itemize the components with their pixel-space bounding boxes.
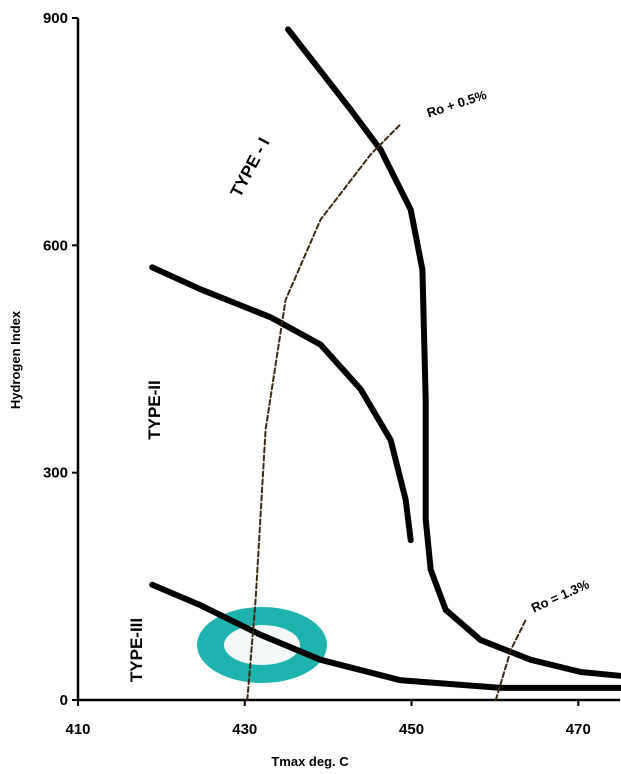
chart: Tmax deg. C Hydrogen Index 410 430 450 470 0… — [0, 0, 621, 774]
series-label: Ro + 0.5% — [425, 87, 489, 120]
x-axis-label: Tmax deg. C — [271, 754, 349, 769]
x-tick-label: 410 — [65, 721, 90, 738]
x-tick-label: 430 — [232, 721, 257, 738]
x-tick-label: 470 — [566, 721, 591, 738]
x-tick-label: 450 — [399, 721, 424, 738]
series-label: TYPE - I — [227, 135, 274, 201]
series-label: TYPE-III — [127, 618, 146, 682]
y-tick-label: 300 — [43, 465, 68, 482]
y-tick-label: 0 — [60, 692, 68, 709]
kerogen-curve — [288, 29, 620, 675]
y-axis-label: Hydrogen Index — [8, 310, 23, 409]
series-label: TYPE-II — [145, 380, 164, 440]
series-label: Ro = 1.3% — [529, 576, 592, 615]
kerogen-curve — [152, 267, 411, 540]
y-tick-label: 600 — [43, 237, 68, 254]
y-tick-label: 900 — [43, 10, 68, 27]
